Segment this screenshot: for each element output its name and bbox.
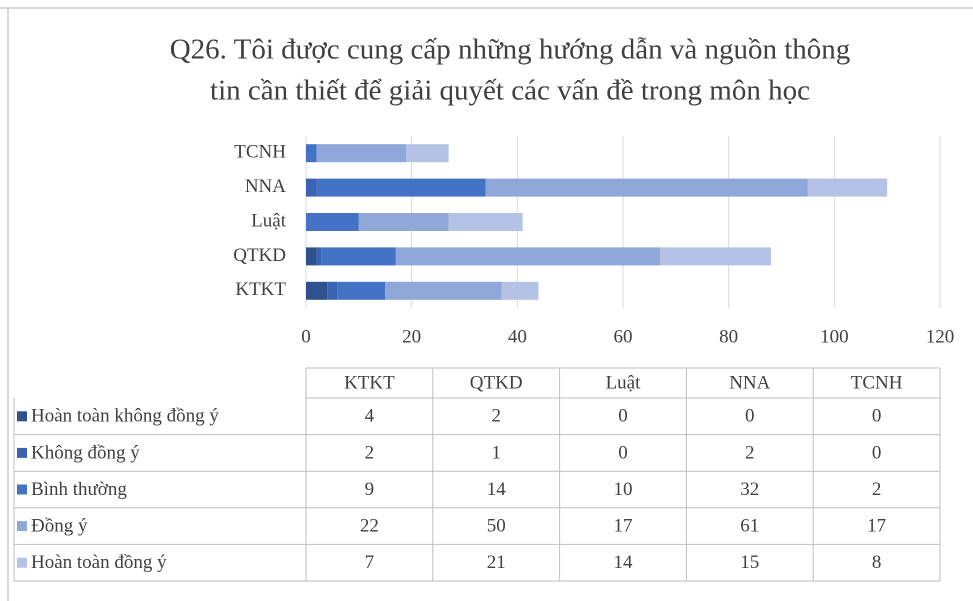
legend-label: Hoàn toàn đồng ý: [31, 552, 167, 573]
x-tick-label: 120: [926, 326, 955, 347]
table-value: 17: [867, 515, 886, 536]
x-tick-label: 40: [508, 326, 527, 347]
table-header: TCNH: [851, 372, 903, 393]
bar: [406, 144, 449, 163]
bar: [306, 247, 317, 266]
table-value: 0: [618, 406, 628, 427]
y-tick-label: QTKD: [233, 245, 286, 266]
table-value: 61: [740, 515, 759, 536]
table-value: 10: [614, 479, 633, 500]
legend-label: Không đồng ý: [31, 442, 140, 463]
table-value: 14: [487, 479, 507, 500]
y-tick-label: Luật: [251, 210, 287, 231]
bar: [807, 178, 888, 197]
x-tick-label: 0: [301, 326, 311, 347]
bar: [448, 213, 523, 231]
table-value: 0: [618, 442, 628, 463]
x-tick-label: 100: [820, 326, 849, 347]
legend-key: [17, 484, 27, 495]
legend-key: [17, 447, 27, 458]
bar: [321, 247, 396, 266]
table-value: 2: [365, 442, 375, 463]
bar: [501, 281, 539, 300]
table-value: 4: [365, 406, 375, 427]
table-value: 2: [872, 479, 882, 500]
bar: [358, 213, 449, 231]
y-tick-label: NNA: [245, 176, 286, 197]
y-tick-label: TCNH: [234, 142, 286, 163]
table-header: Luật: [606, 372, 642, 393]
bar: [395, 247, 660, 266]
bar: [316, 178, 486, 197]
table-value: 0: [872, 406, 882, 427]
legend-label: Hoàn toàn không đồng ý: [31, 406, 219, 427]
x-tick-label: 80: [719, 326, 738, 347]
x-tick-label: 20: [402, 326, 421, 347]
bar: [306, 144, 317, 163]
legend-key: [17, 411, 27, 422]
chart-title: Q26. Tôi được cung cấp những hướng dẫn v…: [170, 34, 851, 66]
table-value: 7: [365, 552, 375, 573]
table-value: 32: [740, 479, 759, 500]
bar: [306, 281, 328, 300]
chart-title: tin cần thiết để giải quyết các vấn đề t…: [210, 75, 810, 107]
bar: [306, 213, 359, 231]
legend-key: [17, 521, 27, 532]
table-value: 0: [872, 442, 882, 463]
table-value: 21: [487, 552, 506, 573]
table-value: 14: [614, 552, 634, 573]
bar: [306, 178, 317, 197]
bar: [659, 247, 771, 266]
table-value: 22: [360, 515, 379, 536]
legend-key: [17, 557, 27, 568]
bar: [316, 247, 322, 266]
table-value: 17: [614, 515, 633, 536]
legend-label: Đồng ý: [31, 515, 88, 536]
table-value: 2: [491, 406, 501, 427]
bar: [316, 144, 407, 163]
table-header: NNA: [729, 372, 770, 393]
table-value: 8: [872, 552, 882, 573]
table-value: 50: [487, 515, 506, 536]
bar: [327, 281, 338, 300]
y-tick-label: KTKT: [235, 279, 286, 300]
table-value: 15: [740, 552, 759, 573]
table-value: 9: [365, 479, 375, 500]
table-value: 2: [745, 442, 755, 463]
table-value: 0: [745, 406, 755, 427]
x-tick-label: 60: [614, 326, 633, 347]
bar: [385, 281, 502, 300]
bar: [485, 178, 808, 197]
table-header: KTKT: [344, 372, 395, 393]
legend-label: Bình thường: [31, 479, 127, 500]
table-value: 1: [491, 442, 501, 463]
bar: [337, 281, 386, 300]
table-header: QTKD: [470, 372, 523, 393]
